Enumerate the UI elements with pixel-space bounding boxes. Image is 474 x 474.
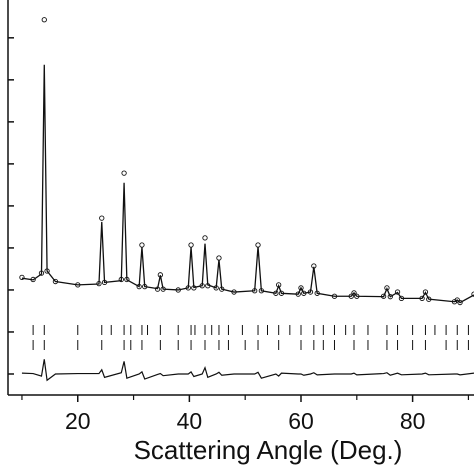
observed-point — [354, 293, 360, 299]
observed-point — [278, 290, 285, 296]
observed-point — [298, 285, 304, 291]
observed-point — [387, 294, 393, 300]
observed-point — [142, 283, 148, 290]
observed-point — [188, 242, 194, 248]
observed-point — [213, 285, 219, 291]
observed-point — [124, 276, 130, 283]
observed-point — [121, 170, 127, 176]
observed-point — [44, 268, 50, 274]
observed-point — [231, 289, 237, 295]
observed-point — [426, 296, 432, 302]
observed-point — [419, 295, 425, 302]
observed-point — [202, 235, 208, 241]
observed-point — [314, 290, 320, 296]
observed-point — [331, 293, 338, 299]
observed-point — [75, 282, 81, 288]
observed-point — [348, 293, 354, 299]
calculated-line — [21, 64, 474, 304]
observed-point — [301, 290, 307, 296]
observed-point — [422, 289, 429, 295]
observed-point — [398, 295, 405, 302]
x-tick-label: 80 — [400, 408, 426, 434]
observed-point — [99, 215, 105, 221]
observed-point — [258, 288, 265, 294]
difference-line — [21, 359, 474, 382]
observed-point — [351, 290, 357, 296]
observed-point — [252, 288, 258, 294]
observed-point — [160, 286, 166, 292]
observed-point — [199, 283, 205, 289]
observed-point — [380, 293, 387, 299]
observed-point — [295, 291, 301, 297]
observed-point — [457, 299, 463, 306]
observed-point — [52, 278, 59, 285]
observed-point — [394, 289, 401, 295]
x-tick-label: 40 — [177, 408, 203, 434]
observed-point — [154, 286, 161, 292]
x-tick-label: 20 — [65, 408, 91, 434]
observed-point — [96, 280, 102, 287]
observed-point — [19, 274, 25, 280]
observed-point — [118, 276, 124, 283]
observed-point — [311, 263, 317, 269]
observed-point — [41, 17, 47, 23]
observed-point — [216, 255, 222, 261]
observed-point — [384, 285, 390, 291]
observed-point — [38, 270, 45, 276]
observed-point — [101, 279, 108, 286]
observed-point — [157, 272, 164, 278]
observed-point — [139, 242, 145, 248]
observed-point — [30, 276, 36, 283]
observed-point — [273, 290, 279, 296]
observed-point — [451, 299, 458, 305]
observed-point — [276, 282, 282, 288]
observed-point — [255, 242, 261, 248]
observed-point — [307, 289, 314, 295]
observed-point — [175, 287, 181, 293]
x-tick-label: 60 — [288, 408, 314, 434]
observed-point — [191, 285, 197, 291]
observed-point — [136, 283, 142, 290]
x-axis-label: Scattering Angle (Deg.) — [134, 435, 403, 465]
observed-point — [205, 283, 211, 289]
observed-point — [185, 285, 191, 291]
observed-point — [219, 286, 225, 292]
